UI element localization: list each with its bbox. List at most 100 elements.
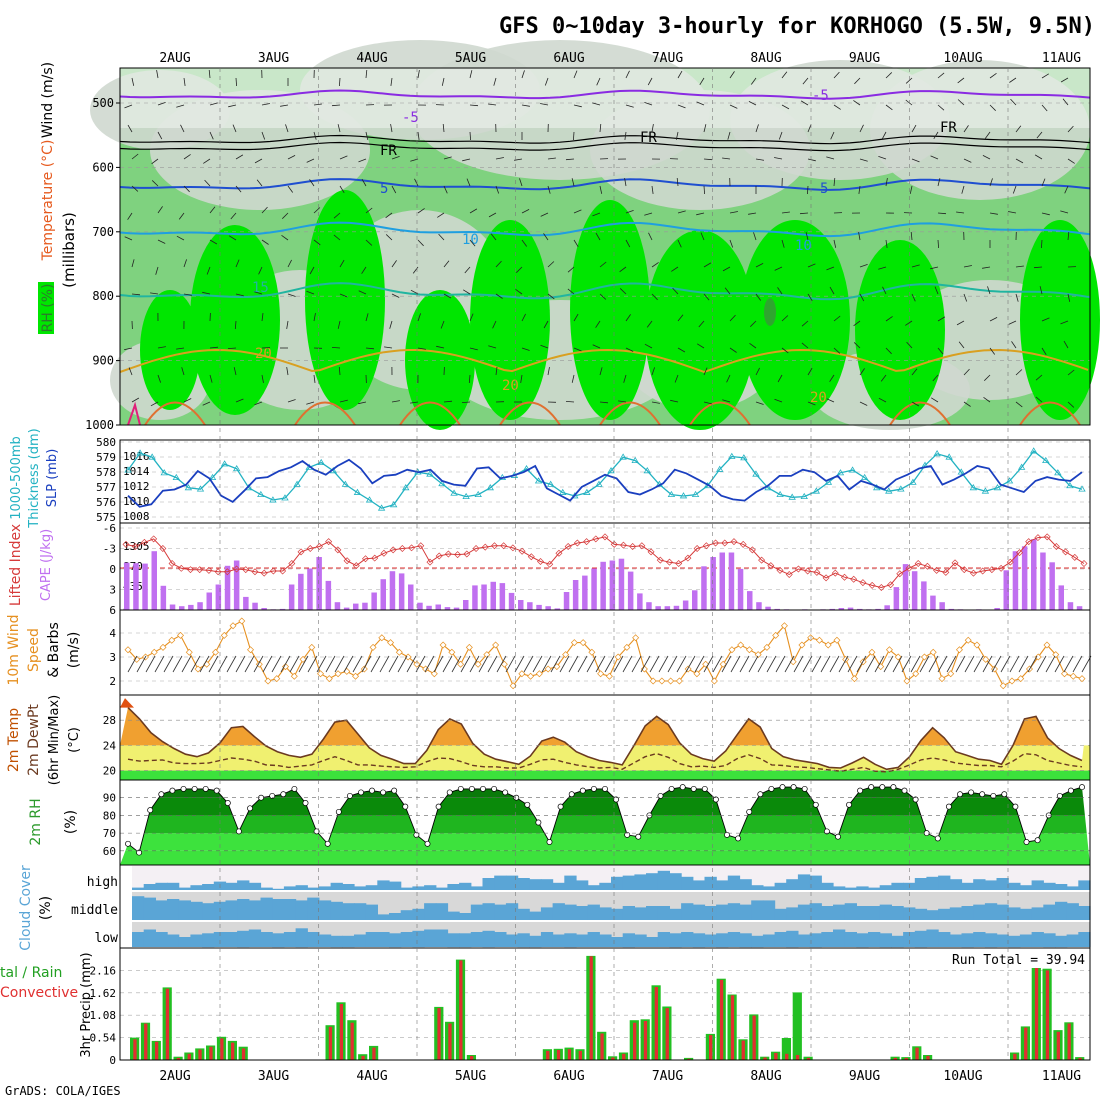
contour-25c xyxy=(889,401,951,426)
wind-barb xyxy=(696,101,705,106)
wind-speed-marker xyxy=(509,682,517,690)
lifted-index-marker xyxy=(969,569,977,577)
cloud-cover-bar xyxy=(318,886,332,890)
contour-25c xyxy=(599,401,661,426)
slp-marker xyxy=(1042,456,1050,463)
wind-barb xyxy=(1009,655,1020,673)
precip-convective-bar xyxy=(372,1047,376,1060)
cape-bar xyxy=(261,608,267,610)
slp-marker xyxy=(788,493,796,500)
lifted-index-marker xyxy=(380,549,388,557)
contour-25c xyxy=(144,401,206,426)
cloud-cover-bar xyxy=(552,903,565,920)
cloud-cover-bar xyxy=(903,907,916,920)
cape-bar xyxy=(490,581,496,610)
cape-bar xyxy=(426,605,432,610)
cloud-cover-bar xyxy=(389,881,402,890)
cloud-cover-bar xyxy=(447,911,460,920)
wind-barb xyxy=(128,367,133,376)
cloud-cover-bar xyxy=(762,900,776,920)
wind-barb xyxy=(358,290,367,295)
slp-marker xyxy=(679,492,688,499)
wind-barb xyxy=(1045,655,1056,673)
wind-barb xyxy=(651,293,658,301)
wind-barb xyxy=(469,313,474,322)
wind-barb xyxy=(384,346,393,349)
wind-barb xyxy=(235,77,237,87)
wind-barb xyxy=(1015,293,1019,302)
cloud-cover-bar xyxy=(424,903,437,920)
rh-ylabel: 2m RH xyxy=(28,798,44,845)
cloud-cover-bar xyxy=(190,901,203,920)
wind-barb xyxy=(254,158,263,164)
wind-barb xyxy=(287,399,296,403)
lifted-index-marker xyxy=(712,539,720,547)
precip-convective-bar xyxy=(176,1057,180,1060)
wind-barb xyxy=(648,232,653,241)
wind-barb xyxy=(802,655,813,673)
wind-speed-line xyxy=(127,620,1083,687)
cloud-cover-bar xyxy=(657,906,670,920)
lifted-index-marker xyxy=(564,542,572,550)
lifted-index-marker xyxy=(490,542,498,550)
cloud-cover-bar xyxy=(225,882,238,890)
lifted-index-marker xyxy=(186,566,194,574)
precip-convective-bar xyxy=(687,1058,691,1060)
cape-bar xyxy=(829,608,835,610)
cloud-cover-bar xyxy=(552,882,565,890)
lifted-index-marker xyxy=(905,564,913,572)
wind-barb xyxy=(565,158,575,161)
wind-barb xyxy=(543,320,549,329)
lifted-index-marker xyxy=(794,565,802,573)
wind-barb xyxy=(313,207,321,214)
wind-barb xyxy=(901,655,912,673)
wind-speed-marker xyxy=(824,641,832,649)
precip-convective-bar xyxy=(209,1046,213,1060)
lifted-index-tick-label: 6 xyxy=(109,604,116,617)
cloud-cover-bar xyxy=(949,879,963,890)
wind-speed-marker xyxy=(999,682,1007,690)
wind-barb xyxy=(982,266,991,269)
wind-barb xyxy=(298,655,309,673)
rh-marker xyxy=(480,785,486,792)
wind-speed-marker xyxy=(527,672,535,680)
wind-barb xyxy=(176,347,185,350)
run-total-label: Run Total = 39.94 xyxy=(952,953,1085,968)
wind-barb xyxy=(905,99,913,106)
wind-barb xyxy=(306,158,315,163)
slp-marker xyxy=(1054,469,1062,476)
wind-barb xyxy=(989,104,996,111)
lifted-index-marker xyxy=(988,566,996,574)
wind-barb xyxy=(131,397,140,403)
wind-barb xyxy=(495,157,504,160)
wind-barb xyxy=(885,347,892,355)
lifted-index-marker xyxy=(758,556,766,564)
wind-barb xyxy=(1063,340,1069,349)
wind-barb xyxy=(258,266,263,275)
wind-barb xyxy=(599,367,603,376)
cloud-cover-bar xyxy=(412,930,425,948)
wind-barb xyxy=(722,266,731,272)
cloud-cover-bar xyxy=(1008,882,1021,890)
lifted-index-marker xyxy=(481,543,489,551)
credit-text: GrADS: COLA/IGES xyxy=(5,1084,121,1098)
cloud-cover-bar xyxy=(178,887,191,890)
cloud-cover-bar xyxy=(856,933,869,948)
cloud-cover-bar xyxy=(494,875,507,890)
cloud-cover-bar xyxy=(564,933,577,948)
wind-barb xyxy=(313,103,322,106)
cloud-cover-bar xyxy=(973,932,986,947)
wind-barb xyxy=(390,77,393,86)
wind-speed-marker xyxy=(220,631,228,639)
wind-barb xyxy=(802,77,809,85)
lifted-index-marker xyxy=(831,569,839,577)
cape-bar xyxy=(618,558,625,610)
rh-marker xyxy=(1012,803,1019,810)
temp-2m-line xyxy=(127,707,1083,771)
cape-bar xyxy=(536,604,542,610)
wind-speed-marker xyxy=(535,670,543,678)
cape-bar xyxy=(197,602,203,610)
rh-marker xyxy=(757,791,764,798)
wind-barb xyxy=(337,320,341,329)
wind-speed-marker xyxy=(159,643,167,651)
